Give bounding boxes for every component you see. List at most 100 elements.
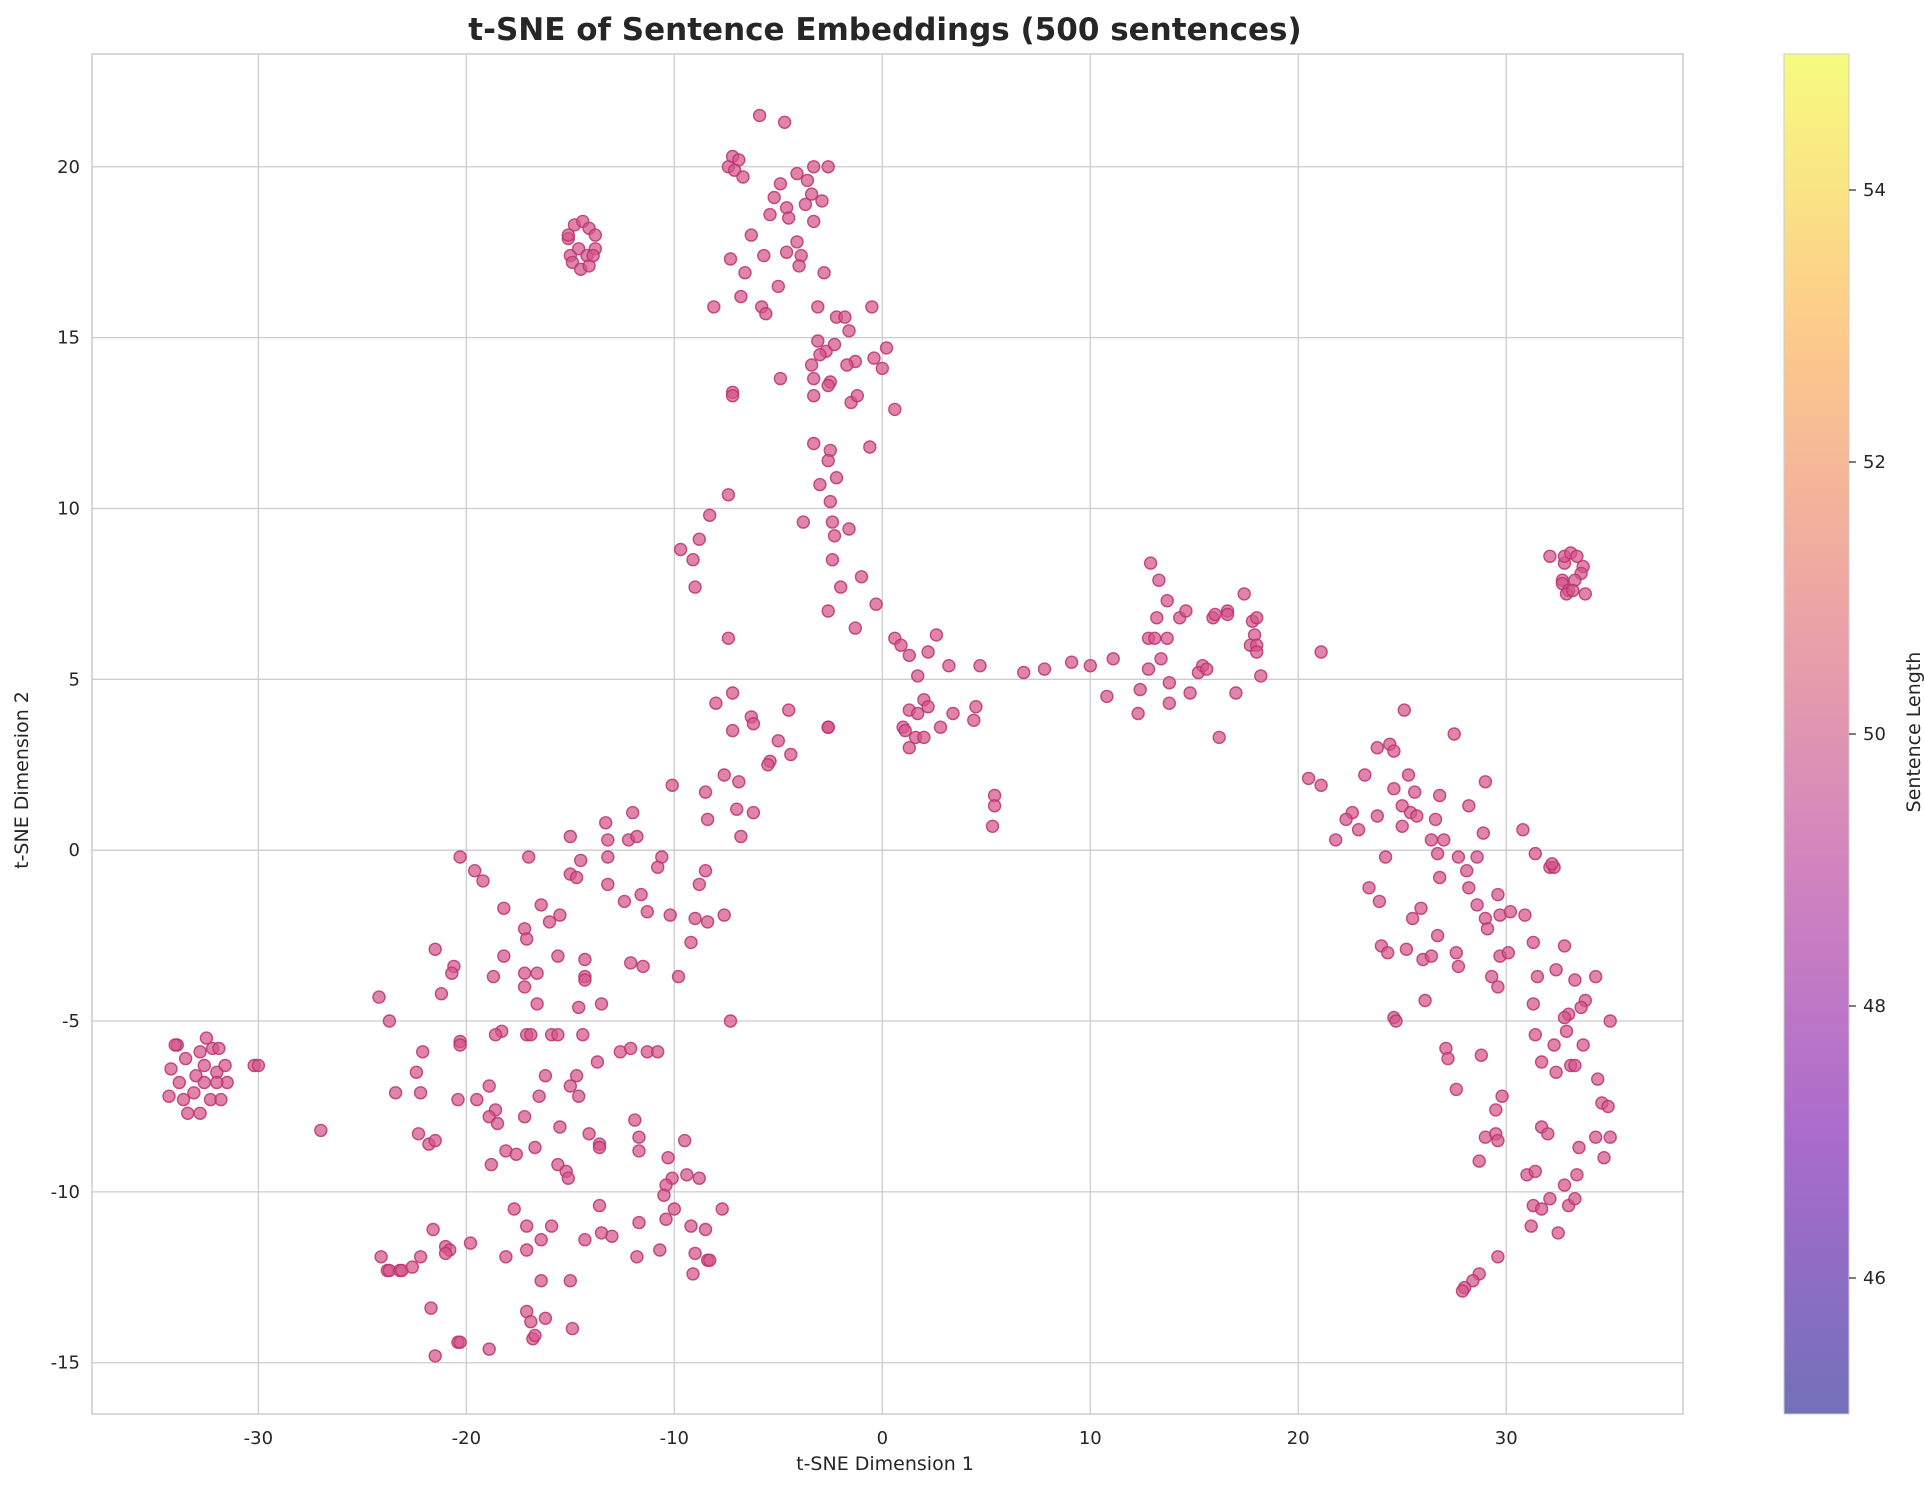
scatter-point (1568, 1058, 1582, 1073)
grid-lines (92, 54, 1683, 1414)
scatter-point (1568, 1191, 1582, 1206)
scatter-point (692, 532, 706, 546)
scatter-point (746, 805, 761, 820)
y-tick-label: 15 (57, 328, 80, 349)
scatter-point (834, 580, 848, 594)
scatter-point (193, 1045, 207, 1059)
scatter-point (463, 1236, 478, 1250)
scatter-point (1566, 583, 1580, 598)
x-tick-label: 10 (1079, 1428, 1102, 1449)
scatter-point (1418, 993, 1432, 1008)
scatter-point (825, 553, 840, 567)
y-tick-label: 0 (69, 840, 80, 861)
scatter-point (1576, 1038, 1590, 1052)
scatter-point (538, 1068, 553, 1083)
scatter-point (1100, 689, 1114, 704)
scatter-point (771, 734, 785, 748)
scatter-point (1160, 631, 1174, 645)
scatter-point (1131, 706, 1145, 721)
scatter-point (838, 310, 852, 324)
scatter-point (771, 279, 785, 294)
scatter-point (1549, 1065, 1563, 1080)
scatter-point (592, 1198, 607, 1213)
scatter-point (1037, 662, 1052, 676)
scatter-point (630, 1250, 644, 1264)
scatter-point (164, 1062, 178, 1076)
scatter-point (172, 1075, 187, 1090)
scatter-point (563, 829, 577, 844)
scatter-point (1152, 573, 1166, 587)
scatter-point (1451, 850, 1466, 864)
colorbar-tick-label: 46 (1863, 1268, 1886, 1289)
scatter-point (969, 700, 983, 714)
colorbar-tick-label: 52 (1863, 452, 1886, 473)
scatter-point (1133, 682, 1147, 697)
scatter-point (721, 631, 736, 645)
scatter-point (517, 966, 532, 980)
scatter-point (821, 604, 835, 618)
scatter-point (1432, 788, 1447, 803)
scatter-point (532, 1089, 546, 1103)
scatter-point (827, 529, 842, 543)
scatter-point (921, 645, 935, 659)
scatter-point (807, 389, 821, 403)
scatter-point (736, 170, 750, 184)
scatter-point (767, 190, 781, 205)
scatter-point (176, 1092, 191, 1107)
scatter-point (1470, 850, 1484, 864)
scatter-point (1568, 973, 1582, 987)
scatter-point (476, 874, 490, 888)
colorbar-tick-label: 54 (1863, 180, 1886, 201)
scatter-point (684, 935, 698, 950)
scatter-point (692, 1171, 706, 1185)
scatter-point (542, 915, 557, 929)
scatter-point (1557, 1178, 1572, 1192)
scatter-point (985, 819, 1000, 833)
scatter-point (863, 440, 877, 454)
scatter-point (1432, 870, 1447, 885)
scatter-point (1491, 1133, 1505, 1148)
scatter-point (757, 248, 771, 263)
scatter-point (1462, 799, 1476, 813)
scatter-point (867, 351, 881, 365)
scatter-point (1220, 607, 1235, 622)
scatter-point (1603, 1130, 1617, 1144)
scatter-point (1449, 1082, 1464, 1097)
scatter-point (921, 700, 935, 714)
scatter-point (746, 717, 761, 731)
scatter-point (657, 1188, 671, 1203)
scatter-point (388, 1086, 403, 1100)
scatter-point (1370, 741, 1385, 755)
scatter-point (534, 1273, 548, 1288)
scatter-point (1397, 703, 1412, 717)
scatter-point (763, 207, 777, 222)
scatter-point (692, 877, 706, 892)
scatter-point (1430, 846, 1445, 861)
scatter-point (725, 389, 740, 403)
scatter-point (530, 997, 544, 1011)
x-tick-label: 20 (1287, 1428, 1310, 1449)
scatter-point (1208, 607, 1222, 622)
scatter-point (632, 1144, 646, 1158)
scatter-point (197, 1058, 212, 1073)
colorbar-tick-label: 48 (1863, 996, 1886, 1017)
scatter-point (725, 723, 740, 738)
scatter-point (1541, 1127, 1555, 1141)
scatter-point (1428, 812, 1443, 827)
scatter-point (667, 1202, 681, 1216)
scatter-point (1478, 775, 1493, 789)
scatter-point (1372, 894, 1387, 909)
scatter-point (1143, 556, 1158, 570)
scatter-point (590, 1055, 605, 1069)
scatter-point (601, 877, 615, 892)
scatter-point (517, 1109, 532, 1124)
scatter-point (1597, 1150, 1611, 1165)
scatter-point (804, 187, 819, 201)
scatter-point (1524, 1219, 1538, 1233)
scatter-point (530, 966, 544, 980)
scatter-point (792, 259, 806, 273)
scatter-point (790, 235, 804, 249)
scatter-point (453, 1335, 467, 1349)
scatter-point (929, 628, 944, 642)
scatter-point (1559, 1024, 1574, 1039)
